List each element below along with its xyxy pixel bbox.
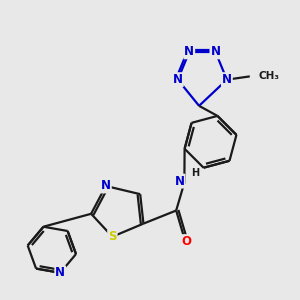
Text: N: N: [174, 175, 184, 188]
Text: O: O: [181, 235, 191, 248]
Text: S: S: [108, 230, 117, 243]
Text: CH₃: CH₃: [259, 71, 280, 81]
Text: H: H: [191, 167, 200, 178]
Text: N: N: [55, 266, 65, 279]
Text: N: N: [184, 45, 194, 58]
Text: N: N: [210, 45, 220, 58]
Text: N: N: [101, 179, 111, 193]
Text: N: N: [222, 73, 232, 86]
Text: N: N: [173, 73, 183, 86]
